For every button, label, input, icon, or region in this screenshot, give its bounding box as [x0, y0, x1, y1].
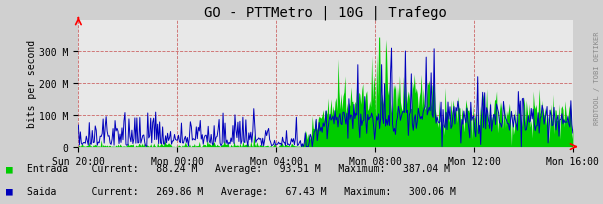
- Y-axis label: bits per second: bits per second: [27, 40, 37, 128]
- Text: ■: ■: [6, 163, 13, 173]
- Text: Entrada    Current:   88.24 M   Average:   93.51 M   Maximum:   387.04 M: Entrada Current: 88.24 M Average: 93.51 …: [27, 163, 450, 173]
- Title: GO - PTTMetro | 10G | Trafego: GO - PTTMetro | 10G | Trafego: [204, 5, 447, 20]
- Text: RRDTOOL / TOBI OETIKER: RRDTOOL / TOBI OETIKER: [594, 31, 600, 124]
- Text: ■: ■: [6, 186, 13, 196]
- Text: Saida      Current:   269.86 M   Average:   67.43 M   Maximum:   300.06 M: Saida Current: 269.86 M Average: 67.43 M…: [27, 186, 456, 196]
